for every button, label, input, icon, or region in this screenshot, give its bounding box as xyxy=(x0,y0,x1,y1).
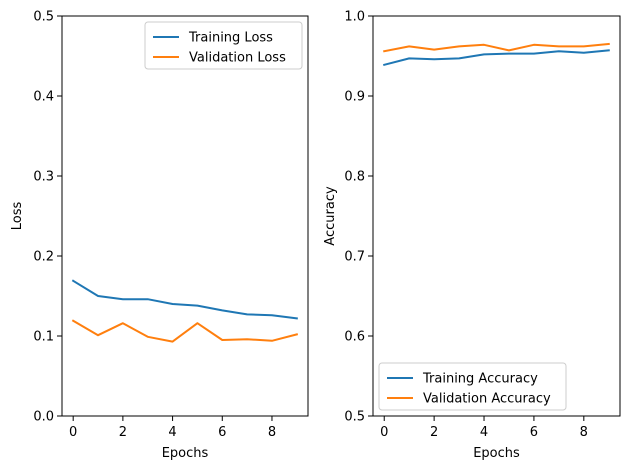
y-tick-label: 1.0 xyxy=(344,10,365,25)
x-tick-label: 4 xyxy=(168,425,176,440)
y-tick-label: 0.3 xyxy=(33,170,54,185)
legend-box xyxy=(144,21,303,70)
legend: Training Loss Validation Loss xyxy=(144,21,303,70)
y-tick-label: 0.2 xyxy=(33,250,54,265)
x-axis-label: Epochs xyxy=(473,446,520,461)
legend-label: Validation Loss xyxy=(189,51,286,66)
x-tick-label: 4 xyxy=(480,425,488,440)
x-axis-label: Epochs xyxy=(162,446,209,461)
series-line-2 xyxy=(71,319,299,343)
y-tick-label: 0.1 xyxy=(33,330,54,345)
axes-frame xyxy=(61,15,309,417)
y-tick-label: 0.6 xyxy=(344,330,365,345)
y-axis-label: Accuracy xyxy=(323,186,338,246)
x-tick-label: 2 xyxy=(430,425,438,440)
x-tick-label: 0 xyxy=(380,425,388,440)
x-tick-label: 0 xyxy=(69,425,77,440)
legend-label: Training Accuracy xyxy=(422,372,538,387)
x-tick-label: 6 xyxy=(530,425,538,440)
chart-panel-1: 0 2 4 6 8 0.0 0.1 0.2 0.3 0.4 0.5 Epochs Loss Trainin… xyxy=(10,10,309,461)
legend-label: Validation Accuracy xyxy=(423,392,551,407)
x-tick-label: 8 xyxy=(580,425,588,440)
x-tick-label: 8 xyxy=(268,425,276,440)
series-line-1 xyxy=(71,279,298,320)
chart-panel-2: 0 2 4 6 8 0.5 0.6 0.7 0.8 0.9 1.0 Epochs Accuracy Tra… xyxy=(323,10,621,461)
series-line-2 xyxy=(383,42,610,53)
x-tick-label: 2 xyxy=(119,425,127,440)
axes-frame xyxy=(372,15,621,417)
y-tick-label: 0.4 xyxy=(33,90,54,105)
legend-label: Training Loss xyxy=(188,31,273,46)
legend-box xyxy=(378,362,567,411)
y-tick-label: 0.0 xyxy=(33,410,54,425)
y-tick-label: 0.9 xyxy=(344,90,365,105)
y-tick-label: 0.7 xyxy=(344,250,365,265)
series-line-1 xyxy=(383,49,610,67)
y-tick-label: 0.5 xyxy=(344,410,365,425)
legend: Training Accuracy Validation Accuracy xyxy=(378,362,567,411)
y-tick-label: 0.5 xyxy=(33,10,54,25)
y-tick-label: 0.8 xyxy=(344,170,365,185)
x-tick-label: 6 xyxy=(218,425,226,440)
y-axis-label: Loss xyxy=(10,202,25,231)
